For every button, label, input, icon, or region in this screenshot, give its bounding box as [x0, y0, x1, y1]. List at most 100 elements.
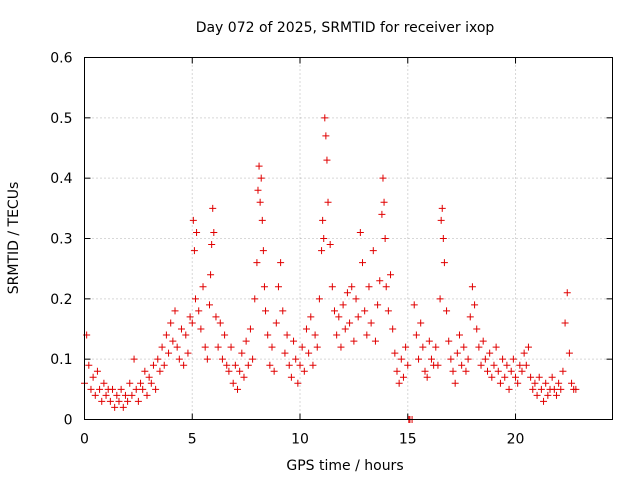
data-point [268, 343, 276, 351]
data-point [395, 379, 403, 387]
data-point [227, 343, 235, 351]
data-point [251, 295, 259, 303]
data-point [283, 331, 291, 339]
data-point [328, 283, 336, 291]
data-point [260, 283, 268, 291]
data-point [109, 385, 117, 393]
data-point [432, 343, 440, 351]
data-point [387, 271, 395, 279]
data-point [365, 283, 373, 291]
data-point [197, 325, 205, 333]
data-point [130, 355, 138, 363]
data-point [115, 397, 123, 405]
data-point [371, 337, 379, 345]
data-point [453, 349, 461, 357]
data-point [324, 198, 332, 206]
data-point [339, 301, 347, 309]
data-point [139, 385, 147, 393]
data-point [175, 355, 183, 363]
data-point [522, 361, 530, 369]
data-point [563, 289, 571, 297]
data-point [378, 210, 386, 218]
data-point [279, 307, 287, 315]
data-point [449, 367, 457, 375]
data-point [451, 379, 459, 387]
data-point [557, 385, 565, 393]
data-point [216, 319, 224, 327]
data-point [117, 385, 125, 393]
data-point [132, 385, 140, 393]
data-point [434, 361, 442, 369]
data-point [254, 186, 262, 194]
data-point [102, 391, 110, 399]
data-point [440, 259, 448, 267]
data-point [555, 379, 563, 387]
data-point [201, 343, 209, 351]
data-point [298, 343, 306, 351]
data-point [240, 373, 248, 381]
data-point [374, 301, 382, 309]
y-tick-label: 0 [64, 413, 73, 429]
data-point [307, 313, 315, 321]
data-point [367, 319, 375, 327]
x-axis-label: GPS time / hours [286, 458, 403, 474]
data-point [305, 349, 313, 357]
data-point [488, 373, 496, 381]
data-point [460, 343, 468, 351]
data-point [156, 367, 164, 375]
data-point [191, 295, 199, 303]
data-point [126, 379, 134, 387]
data-point [335, 313, 343, 321]
data-point [421, 367, 429, 375]
data-point [412, 331, 420, 339]
data-point [425, 337, 433, 345]
data-point [518, 367, 526, 375]
data-point [379, 174, 387, 182]
data-point [552, 391, 560, 399]
data-point [300, 367, 308, 375]
data-point [184, 349, 192, 357]
data-point [330, 307, 338, 315]
data-point [205, 301, 213, 309]
data-point [544, 391, 552, 399]
data-point [436, 295, 444, 303]
data-point [236, 367, 244, 375]
data-point [348, 283, 356, 291]
data-point [466, 313, 474, 321]
data-point [542, 379, 550, 387]
data-point [384, 307, 392, 315]
data-point [106, 397, 114, 405]
data-point [272, 319, 280, 327]
data-point [356, 228, 364, 236]
data-point [193, 228, 201, 236]
data-point [477, 361, 485, 369]
data-point [550, 385, 558, 393]
x-tick-label: 10 [291, 432, 309, 448]
data-point [565, 349, 573, 357]
data-point [98, 397, 106, 405]
data-point [188, 319, 196, 327]
data-point [212, 313, 220, 321]
data-point [154, 355, 162, 363]
data-point [203, 355, 211, 363]
x-tick-label: 20 [507, 432, 525, 448]
data-point [318, 247, 326, 255]
data-point [501, 373, 509, 381]
data-point [162, 331, 170, 339]
data-point [93, 367, 101, 375]
data-point [458, 361, 466, 369]
data-point [302, 325, 310, 333]
data-point [85, 361, 93, 369]
data-point [341, 325, 349, 333]
data-point [473, 325, 481, 333]
data-point [96, 385, 104, 393]
data-point [173, 343, 181, 351]
data-point [527, 373, 535, 381]
data-point [319, 216, 327, 224]
data-point [399, 373, 407, 381]
data-point [262, 307, 270, 315]
data-point [128, 391, 136, 399]
data-point [266, 361, 274, 369]
data-point [320, 235, 328, 242]
